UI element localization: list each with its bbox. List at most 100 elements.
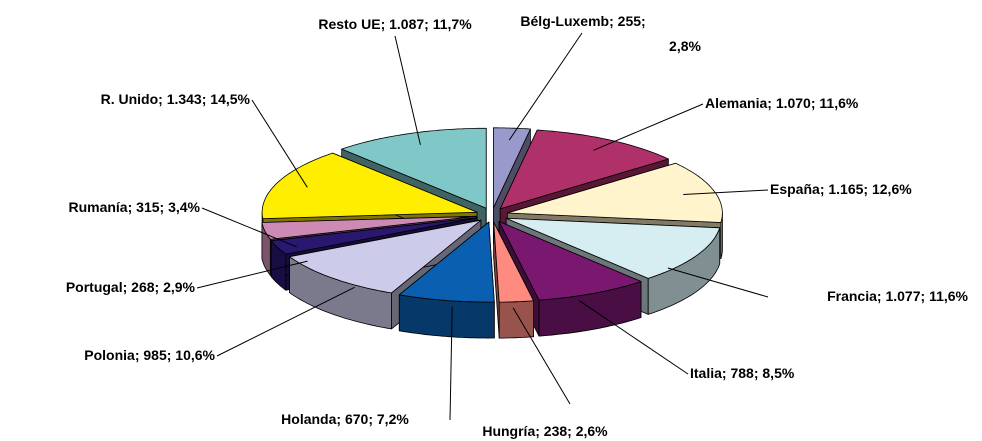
leader-line	[578, 300, 689, 375]
label-name: Rumanía	[68, 199, 127, 215]
slice	[261, 152, 478, 219]
label-value: 1.165	[828, 181, 863, 197]
slice	[270, 217, 478, 255]
leader-line	[251, 99, 308, 188]
label-name: Italia	[690, 365, 722, 381]
label-value: 1.087	[389, 16, 424, 32]
label-percent: 11,6%	[929, 288, 968, 304]
label-percent: 11,7%	[433, 16, 472, 32]
label-separator: ;	[167, 347, 176, 363]
label-value: 238	[544, 423, 568, 439]
labels: Bélg-Luxemb; 255; 2,8% Alemania; 1.070; 1…	[66, 13, 969, 439]
label-name: Holanda	[281, 411, 336, 427]
label-separator: ;	[609, 13, 618, 29]
label-percent: 2,9%	[163, 279, 195, 295]
label-separator: ;	[811, 95, 820, 111]
label-value: 788	[730, 365, 754, 381]
label-name: Resto UE	[318, 16, 380, 32]
label-value: 1.077	[885, 288, 920, 304]
data-label: Francia; 1.077; 11,6%	[827, 288, 968, 304]
data-label: España; 1.165; 12,6%	[770, 181, 912, 197]
label-value: 1.070	[776, 95, 811, 111]
label-value: 315	[136, 199, 160, 215]
label-percent: 14,5%	[210, 91, 250, 107]
slice	[261, 215, 477, 240]
label-separator: ;	[921, 288, 930, 304]
label-separator: ;	[535, 423, 544, 439]
label-separator: ;	[368, 411, 377, 427]
slice	[499, 129, 669, 210]
leader-line	[593, 103, 704, 151]
data-label: Polonia; 985; 10,6%	[84, 347, 215, 363]
data-label: Italia; 788; 8,5%	[690, 365, 795, 381]
label-separator: ;	[202, 91, 211, 107]
leader-line	[201, 207, 297, 248]
label-separator: ;	[754, 365, 763, 381]
label-name: Bélg-Luxemb	[520, 13, 609, 29]
label-separator: ;	[155, 279, 164, 295]
slice	[289, 219, 482, 294]
leader-line	[394, 35, 421, 146]
label-separator: ;	[336, 411, 345, 427]
label-value: 255	[618, 13, 642, 29]
label-percent: 8,5%	[762, 365, 794, 381]
label-separator: ;	[641, 13, 650, 29]
slice	[493, 127, 531, 209]
leader-line	[449, 306, 453, 421]
leader-line	[667, 267, 769, 298]
data-label: Alemania; 1.070; 11,6%	[705, 95, 859, 111]
label-separator: ;	[123, 279, 132, 295]
slice	[398, 221, 495, 303]
leader-line	[196, 260, 308, 289]
label-separator: ;	[877, 288, 886, 304]
leader-line	[683, 189, 769, 195]
slice-side	[498, 300, 534, 339]
label-name: Polonia	[84, 347, 135, 363]
label-separator: ;	[158, 91, 167, 107]
data-label: Hungría; 238; 2,6%	[482, 423, 608, 439]
label-name: Portugal	[66, 279, 123, 295]
leader-line	[512, 307, 571, 405]
slice	[498, 221, 642, 301]
label-percent: 7,2%	[377, 411, 409, 427]
slice	[341, 127, 487, 209]
label-separator: ;	[424, 16, 433, 32]
label-separator: ;	[722, 365, 731, 381]
slice	[507, 162, 723, 223]
label-separator: ;	[863, 181, 872, 197]
label-name: R. Unido	[101, 91, 159, 107]
data-label: Bélg-Luxemb; 255; 2,8%	[520, 13, 701, 54]
label-percent: 2,6%	[576, 423, 608, 439]
label-name: España	[770, 181, 820, 197]
label-percent: 12,6%	[872, 181, 912, 197]
slice	[505, 217, 721, 279]
label-value: 670	[345, 411, 369, 427]
label-value: 1.343	[167, 91, 202, 107]
label-percent: 10,6%	[175, 347, 215, 363]
label-name: Alemania	[705, 95, 767, 111]
label-separator: ;	[820, 181, 829, 197]
data-label: Portugal; 268; 2,9%	[66, 279, 196, 295]
label-percent: 11,6%	[819, 95, 858, 111]
label-value: 985	[143, 347, 167, 363]
label-name: Francia	[827, 288, 877, 304]
data-label: Holanda; 670; 7,2%	[281, 411, 409, 427]
data-label: Resto UE; 1.087; 11,7%	[318, 16, 472, 32]
data-label: R. Unido; 1.343; 14,5%	[101, 91, 251, 107]
label-separator: ;	[381, 16, 390, 32]
label-percent: 3,4%	[168, 199, 200, 215]
label-percent: 2,8%	[669, 38, 701, 54]
label-separator: ;	[567, 423, 576, 439]
label-separator: ;	[135, 347, 144, 363]
data-label: Rumanía; 315; 3,4%	[68, 199, 200, 215]
pie	[261, 127, 723, 339]
leader-line	[508, 32, 583, 141]
label-separator: ;	[160, 199, 169, 215]
slice	[493, 221, 534, 303]
label-separator: ;	[128, 199, 137, 215]
label-name: Hungría	[482, 423, 535, 439]
label-value: 268	[131, 279, 155, 295]
leader-line	[216, 286, 355, 357]
label-separator: ;	[767, 95, 776, 111]
